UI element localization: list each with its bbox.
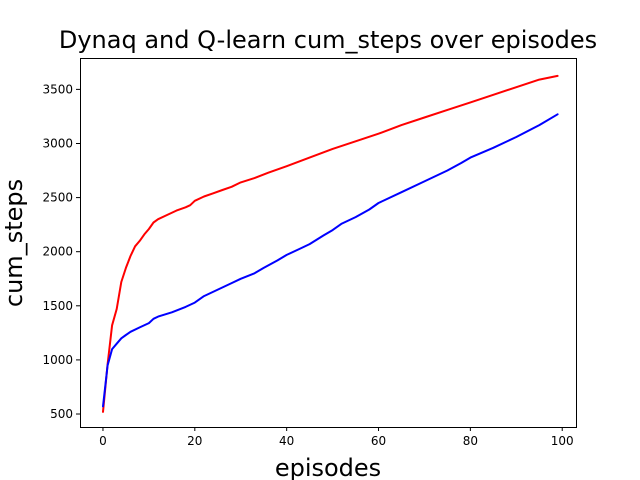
plot-frame (80, 58, 577, 428)
y-tick-label: 500 (50, 407, 73, 421)
series-line-1 (102, 74, 559, 413)
x-tick-label: 40 (279, 434, 294, 448)
x-tick-label: 100 (551, 434, 574, 448)
y-tick-label: 2500 (42, 191, 73, 205)
y-axis-label: cum_steps (0, 179, 28, 307)
x-axis-label: episodes (275, 454, 381, 480)
x-axis-ticks: 0 20 40 60 80 100 (99, 427, 574, 448)
x-tick-label: 0 (99, 434, 107, 448)
series-layer (102, 74, 559, 413)
y-tick-label: 1000 (42, 353, 73, 367)
y-tick-label: 2000 (42, 245, 73, 259)
y-tick-label: 3500 (42, 82, 73, 96)
x-tick-label: 20 (187, 434, 202, 448)
x-tick-label: 80 (463, 434, 478, 448)
x-tick-label: 60 (371, 434, 386, 448)
y-tick-label: 3000 (42, 136, 73, 150)
chart-title: Dynaq and Q-learn cum_steps over episode… (59, 26, 597, 54)
y-axis-ticks: 500 1000 1500 2000 2500 3000 3500 (42, 82, 80, 421)
y-tick-label: 1500 (42, 299, 73, 313)
series-line-2 (102, 113, 559, 408)
